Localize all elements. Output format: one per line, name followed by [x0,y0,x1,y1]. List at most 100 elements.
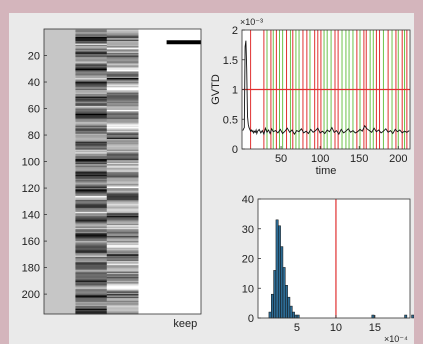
image-cell [75,78,108,80]
image-cell [75,276,108,279]
image-cell [106,196,139,198]
image-cell [75,249,108,251]
image-cell [75,280,108,283]
xtick-label: 100 [311,153,329,165]
image-cell [106,47,139,50]
image-cell [106,58,139,60]
image-cell [106,245,139,247]
image-cell [75,245,108,247]
image-cell [106,119,139,121]
image-cell [75,82,108,84]
image-cell [106,35,139,38]
image-cell [75,300,108,303]
image-cell [75,64,108,67]
image-cell [75,184,108,186]
image-cell [106,270,139,272]
image-cell [106,311,139,314]
image-cell [106,42,139,44]
image-cell [106,181,139,184]
ytick-label: 80 [28,130,40,142]
image-cell [75,217,108,219]
image-cell [106,91,139,94]
image-panel: 20 40 60 80 100 120 140 160 180 200 keep [22,28,202,330]
image-cell [75,198,108,201]
image-cell [75,139,108,141]
image-cell [106,86,139,88]
image-cell [106,83,139,86]
image-cell [75,278,108,280]
image-cell [106,188,139,190]
image-cell [75,132,108,135]
image-cell [75,218,108,221]
image-cell [75,32,108,35]
image-cell [106,32,139,35]
image-cell [75,303,108,306]
image-cell [75,180,108,182]
y-axis-label: GVTD [210,74,222,105]
image-cell [106,284,139,287]
image-cell [75,238,108,241]
image-cell [106,128,139,131]
image-cell [106,54,139,56]
image-cell [75,87,108,90]
image-cell [75,46,108,48]
image-cell [75,83,108,86]
image-cell [75,172,108,174]
image-cell [75,235,108,238]
figure-window: 20 40 60 80 100 120 140 160 180 200 keep 50 100 150 20… [9,13,414,344]
image-cell [75,39,108,42]
image-cell [106,213,139,215]
image-cell [106,160,139,162]
image-cell [106,172,139,174]
image-cell [106,310,139,312]
image-cell [106,154,139,157]
image-cell [75,129,108,132]
image-cell [106,291,139,294]
image-cell [75,136,108,139]
image-cell [75,67,108,70]
keep-marker [166,40,201,45]
image-cell [75,223,108,226]
image-cell [75,260,108,263]
image-cell [75,284,108,287]
image-cell [106,182,139,185]
image-cell [106,76,139,79]
ytick-label: 120 [22,183,40,195]
image-cell [75,58,108,60]
image-cell [106,202,139,205]
image-cell [75,153,108,156]
image-cell [106,68,139,71]
image-cell [106,231,139,234]
image-cell [106,249,139,251]
image-cell [106,193,139,196]
image-cell [106,296,139,299]
image-cell [106,300,139,303]
image-cell [75,59,108,62]
image-cell [75,148,108,151]
image-cell [75,107,108,109]
image-cell [106,132,139,135]
image-cell [106,223,139,226]
image-cell [106,162,139,165]
image-cell [75,109,108,112]
image-cell [75,200,108,202]
image-cell [75,308,108,311]
image-cell [75,185,108,188]
ytick-label: 20 [242,254,254,266]
image-cell [106,272,139,275]
image-cell [106,29,139,31]
image-cell [106,221,139,223]
image-cell [75,215,108,218]
image-cell [106,131,139,133]
image-cell [75,257,108,259]
image-cell [75,267,108,270]
image-cell [75,75,108,78]
image-cell [106,157,139,160]
histogram-bar [287,296,291,319]
image-cell [75,166,108,169]
image-cell [106,254,139,257]
image-cell [106,133,139,136]
image-cell [75,298,108,300]
image-cell [75,201,108,204]
image-cell [75,72,108,75]
